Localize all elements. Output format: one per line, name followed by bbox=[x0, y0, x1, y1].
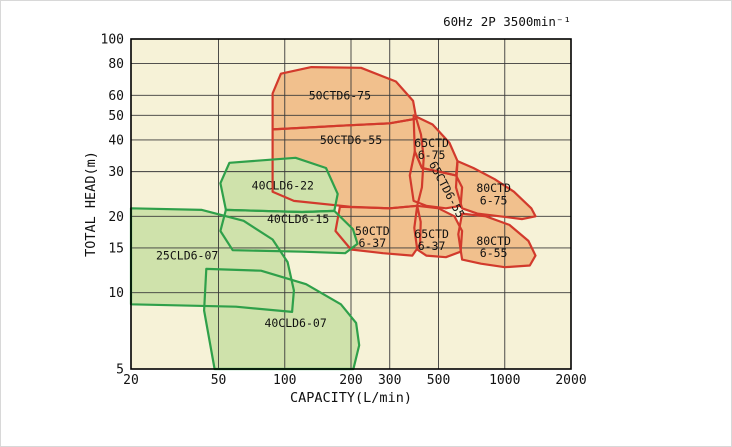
x-tick-label-500: 500 bbox=[427, 373, 450, 388]
region-fill-80CTD6-55 bbox=[458, 213, 536, 268]
region-fill-80CTD6-75 bbox=[456, 161, 536, 220]
region-label-40CLD6-07: 40CLD6-07 bbox=[264, 316, 326, 330]
y-tick-label-60: 60 bbox=[108, 89, 124, 104]
region-label-25CLD6-07: 25CLD6-07 bbox=[156, 249, 218, 263]
y-tick-label-15: 15 bbox=[108, 241, 124, 256]
region-fill-65CTD6-55 bbox=[409, 151, 463, 209]
y-tick-label-20: 20 bbox=[108, 210, 124, 225]
region-label-40CLD6-15: 40CLD6-15 bbox=[267, 212, 329, 226]
region-label-80CTD6-75: 80CTD 6-75 bbox=[476, 181, 511, 207]
plot-frame bbox=[130, 38, 572, 370]
region-outline-25CLD6-07 bbox=[129, 207, 295, 313]
y-tick-label-80: 80 bbox=[108, 57, 124, 72]
chart-title: 60Hz 2P 3500min⁻¹ bbox=[443, 14, 571, 29]
region-label-50CTD6-75: 50CTD6-75 bbox=[309, 88, 371, 102]
y-tick-label-50: 50 bbox=[108, 109, 124, 124]
x-tick-label-20: 20 bbox=[123, 373, 139, 388]
region-outline-50CTD6-55 bbox=[271, 117, 425, 210]
region-label-40CLD6-22: 40CLD6-22 bbox=[252, 178, 314, 192]
region-label-50CTD6-55: 50CTD6-55 bbox=[320, 133, 382, 147]
x-tick-label-100: 100 bbox=[273, 373, 296, 388]
y-tick-label-40: 40 bbox=[108, 133, 124, 148]
y-tick-label-5: 5 bbox=[116, 363, 124, 378]
region-label-65CTD6-75: 65CTD 6-75 bbox=[414, 136, 449, 162]
x-tick-label-2000: 2000 bbox=[555, 373, 586, 388]
region-outline-80CTD6-55 bbox=[457, 212, 537, 269]
region-fill-50CTD6-75 bbox=[272, 67, 417, 130]
region-fill-40CLD6-15 bbox=[220, 209, 358, 254]
x-tick-label-1000: 1000 bbox=[489, 373, 520, 388]
region-outline-65CTD6-37 bbox=[413, 204, 464, 259]
region-label-65CTD6-37: 65CTD 6-37 bbox=[414, 227, 449, 253]
y-tick-label-10: 10 bbox=[108, 286, 124, 301]
region-fill-40CLD6-07 bbox=[204, 268, 360, 369]
region-label-50CTD6-37: 50CTD 6-37 bbox=[355, 224, 390, 250]
x-tick-label-300: 300 bbox=[378, 373, 401, 388]
x-axis-title: CAPACITY(L/min) bbox=[290, 390, 412, 406]
region-outline-40CLD6-07 bbox=[203, 267, 361, 371]
region-outline-40CLD6-15 bbox=[219, 208, 359, 255]
y-tick-label-100: 100 bbox=[101, 33, 124, 48]
region-outline-50CTD6-37 bbox=[334, 204, 422, 257]
x-tick-label-200: 200 bbox=[339, 373, 362, 388]
region-label-80CTD6-55: 80CTD 6-55 bbox=[476, 234, 511, 260]
x-tick-label-50: 50 bbox=[211, 373, 227, 388]
region-outline-80CTD6-75 bbox=[454, 160, 537, 221]
y-tick-label-30: 30 bbox=[108, 165, 124, 180]
